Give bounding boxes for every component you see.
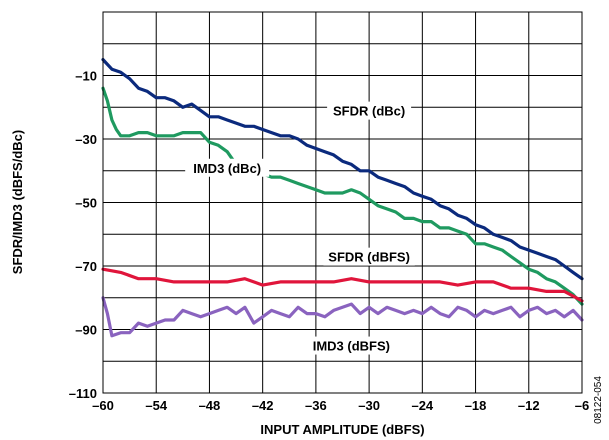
y-tick-label: –110 <box>69 386 97 401</box>
grid-lines <box>102 11 583 394</box>
series-lines <box>101 57 584 338</box>
x-tick-label: –12 <box>518 398 540 413</box>
series-label-background <box>323 247 415 266</box>
figure-id: 08122-054 <box>593 376 604 424</box>
x-tick-label: –42 <box>252 398 274 413</box>
y-tick-label: –50 <box>75 196 97 211</box>
series-label-background <box>185 158 270 177</box>
x-tick-label: –48 <box>199 398 221 413</box>
y-axis-title: SFDR/IMD3 (dBFS/dBc) <box>10 130 25 274</box>
x-axis-title: INPUT AMPLITUDE (dBFS) <box>260 422 424 437</box>
y-tick-label: –10 <box>75 69 97 84</box>
series-label-background <box>305 336 398 355</box>
series-label: IMD3 (dBFS) <box>313 339 390 354</box>
x-tick-label: –54 <box>145 398 167 413</box>
y-tick-label: –30 <box>75 132 97 147</box>
y-tick-label: –90 <box>75 323 97 338</box>
series-label: SFDR (dBFS) <box>328 250 410 265</box>
x-tick-label: –6 <box>575 398 589 413</box>
x-tick-label: –60 <box>92 398 114 413</box>
plot-frame <box>102 11 583 394</box>
x-tick-label: –18 <box>465 398 487 413</box>
series-label-background <box>327 101 412 120</box>
axis-ticks: –60 –54 –48 –42 –36 –30 –24 –18 –12 –6 –10 –30 –50 –7… <box>69 69 589 414</box>
x-tick-label: –36 <box>305 398 327 413</box>
series-line-sfdr-dbc <box>101 57 584 281</box>
x-tick-label: –24 <box>411 398 433 413</box>
series-line-imd3-dbfs <box>101 296 584 338</box>
y-tick-label: –70 <box>75 259 97 274</box>
series-line-sfdr-dbfs <box>101 267 584 303</box>
series-annotations: SFDR (dBc) IMD3 (dBc) SFDR (dBFS) IMD3 (dBF… <box>185 101 415 355</box>
series-label: SFDR (dBc) <box>333 104 405 119</box>
series-label: IMD3 (dBc) <box>193 161 261 176</box>
x-tick-label: –30 <box>358 398 380 413</box>
series-line-imd3-dbc <box>101 86 584 306</box>
